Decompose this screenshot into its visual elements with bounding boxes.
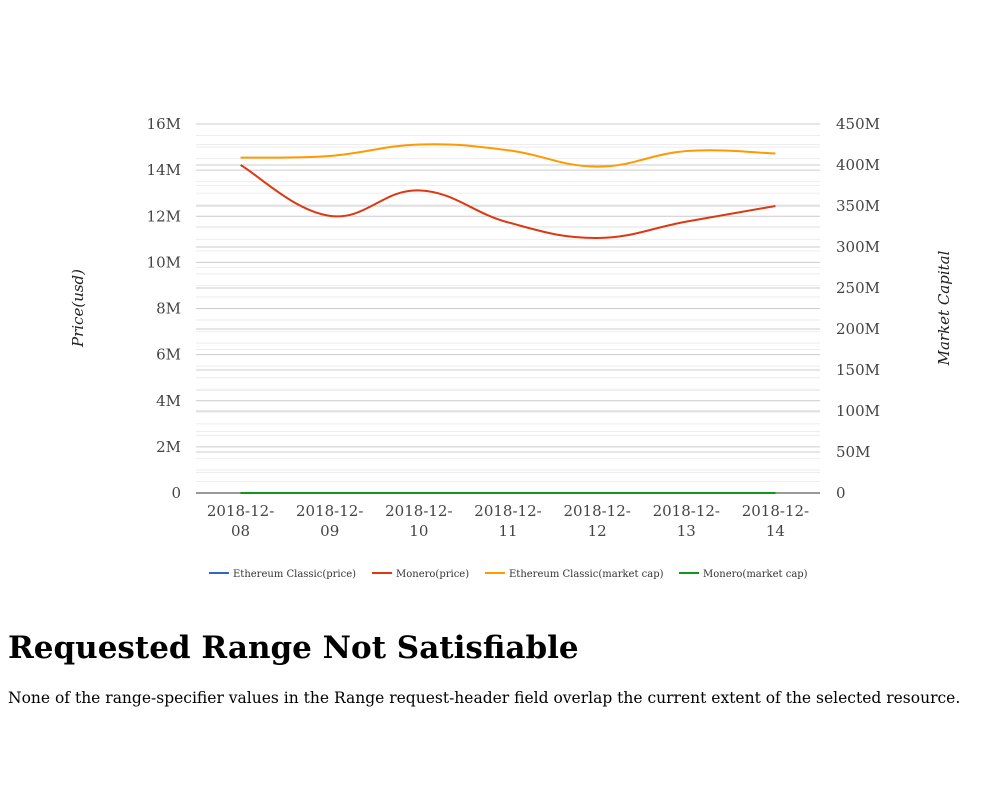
- chart: 0 2M 4M 6M 8M 10M 12M 14M 16M 0 50M 100M 150M 200M 25…: [69, 115, 953, 580]
- y-right-tick-label: 400M: [836, 156, 880, 174]
- y-right-tick-label: 200M: [836, 320, 880, 338]
- legend-label: Ethereum Classic(price): [233, 569, 356, 580]
- series-line-ethereum-classic-market-cap: [240, 143, 776, 168]
- x-tick-label: 2018-12-11: [474, 502, 541, 540]
- x-tick-label: 2018-12-14: [742, 502, 809, 540]
- error-message: None of the range-specifier values in th…: [8, 689, 961, 707]
- y-left-tick-label: 0: [171, 484, 181, 502]
- y-left-tick-label: 10M: [147, 253, 181, 271]
- x-axis-ticks: 2018-12-08 2018-12-09 2018-12-10 2018-12-11…: [207, 502, 809, 540]
- legend-label: Ethereum Classic(market cap): [509, 569, 664, 580]
- y-left-tick-label: 2M: [156, 438, 181, 456]
- x-tick-label: 2018-12-09: [296, 502, 363, 540]
- x-tick-label: 2018-12-12: [563, 502, 630, 540]
- x-tick-label: 2018-12-10: [385, 502, 452, 540]
- legend-item: Ethereum Classic(price): [209, 569, 356, 580]
- y-left-tick-label: 4M: [156, 392, 181, 410]
- y-right-ticks: 0 50M 100M 150M 200M 250M 300M 350M 400M 450M: [836, 115, 880, 502]
- y-right-tick-label: 150M: [836, 361, 880, 379]
- legend-item: Monero(price): [372, 569, 469, 580]
- y-left-tick-label: 12M: [147, 207, 181, 225]
- legend-item: Monero(market cap): [679, 569, 808, 580]
- legend-item: Ethereum Classic(market cap): [485, 569, 664, 580]
- y-left-tick-label: 14M: [147, 161, 181, 179]
- y-right-tick-label: 350M: [836, 197, 880, 215]
- y-right-tick-label: 250M: [836, 279, 880, 297]
- y-right-axis-title: Market Capital: [935, 250, 953, 366]
- y-right-tick-label: 50M: [836, 443, 870, 461]
- series-line-monero-price: [240, 164, 776, 239]
- legend-label: Monero(price): [396, 569, 469, 580]
- legend-label: Monero(market cap): [703, 569, 808, 580]
- series-lines: [240, 143, 776, 495]
- grid-lines: [196, 123, 820, 482]
- y-left-ticks: 0 2M 4M 6M 8M 10M 12M 14M 16M: [147, 115, 181, 502]
- y-left-tick-label: 8M: [156, 300, 181, 318]
- x-tick-label: 2018-12-08: [207, 502, 274, 540]
- x-tick-label: 2018-12-13: [653, 502, 720, 540]
- y-left-axis-title: Price(usd): [69, 269, 87, 348]
- y-right-tick-label: 450M: [836, 115, 880, 133]
- error-title: Requested Range Not Satisfiable: [8, 630, 579, 666]
- y-left-tick-label: 6M: [156, 346, 181, 364]
- legend: Ethereum Classic(price) Monero(price) Ethe…: [209, 569, 808, 580]
- y-right-tick-label: 0: [836, 484, 846, 502]
- line-chart: 0 2M 4M 6M 8M 10M 12M 14M 16M 0 50M 100M 150M 200M 25…: [69, 115, 953, 580]
- y-right-tick-label: 300M: [836, 238, 880, 256]
- y-right-tick-label: 100M: [836, 402, 880, 420]
- y-left-tick-label: 16M: [147, 115, 181, 133]
